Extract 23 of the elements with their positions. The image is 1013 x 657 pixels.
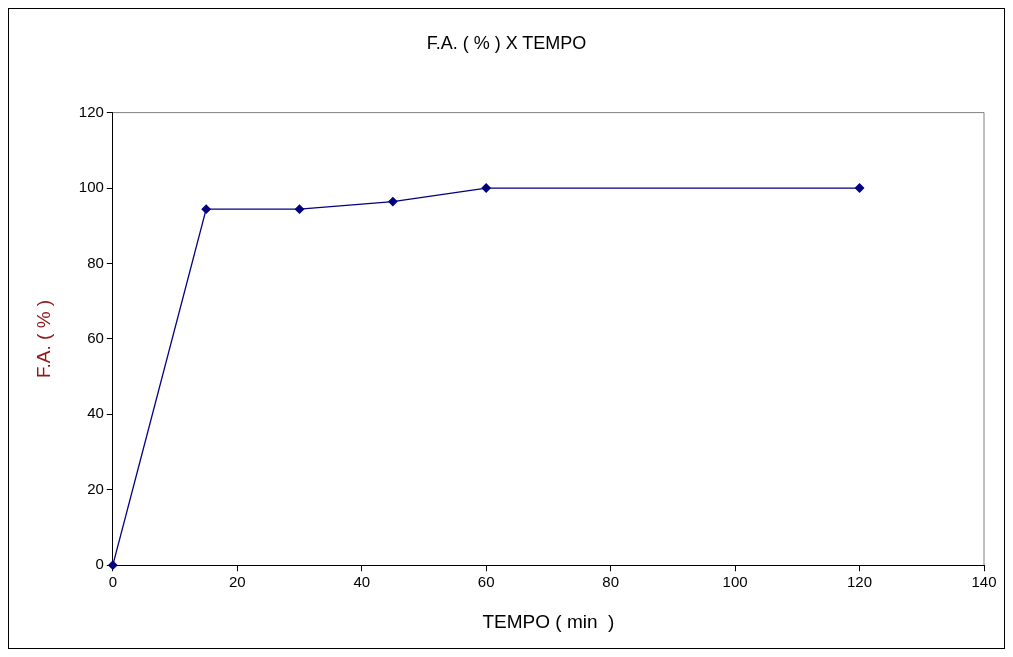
x-tick-label: 0 [108,573,117,591]
x-tick-label: 140 [971,573,997,591]
y-tick-label: 100 [78,178,104,196]
point [481,183,491,193]
y-tick-label: 60 [87,329,104,347]
y-tick-label: 80 [87,253,104,271]
y-tick-label: 0 [95,555,104,573]
point [201,204,211,214]
y-tick-label: 20 [87,479,104,497]
x-axis-title: TEMPO ( min ) [482,610,615,632]
x-tick-label: 100 [722,573,748,591]
y-tick-label: 40 [87,404,104,422]
point [854,183,865,193]
x-tick-label: 20 [228,573,246,591]
point [388,196,398,207]
chart-title: F.A. ( % ) X TEMPO [426,32,587,53]
x-tick-label: 80 [602,573,619,591]
x-tick-label: 60 [477,573,495,591]
x-tick-label: 120 [847,573,873,591]
point [294,204,305,214]
x-tick-label: 40 [353,573,371,591]
y-axis-title: F.A. ( % ) [32,299,54,378]
y-tick-label: 120 [78,102,104,120]
